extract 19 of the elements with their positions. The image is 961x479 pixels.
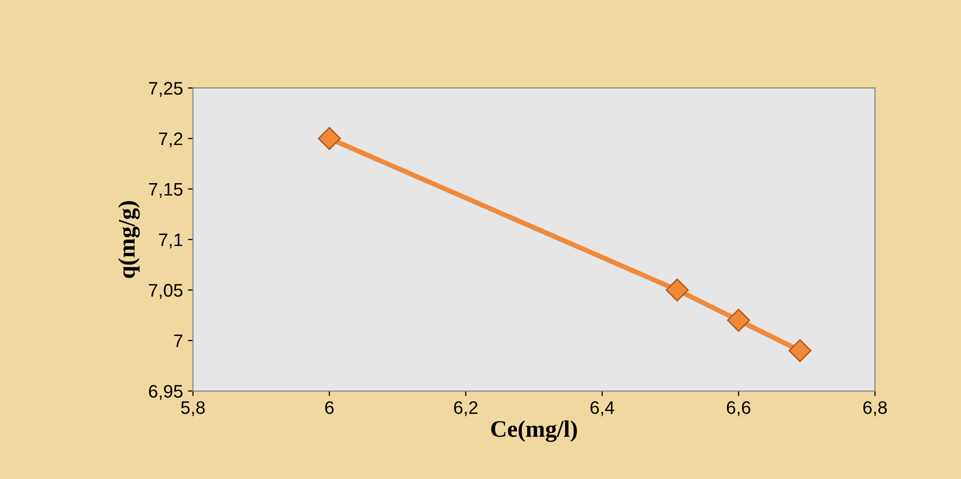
y-tick-label: 7,05 [149, 284, 182, 299]
y-tick-label: 7 [174, 334, 182, 348]
y-tick-label: 7,2 [159, 132, 182, 148]
y-tick-label: 7,15 [149, 183, 182, 198]
x-tick-label: 6 [325, 401, 334, 414]
x-tick-label: 6,8 [863, 401, 887, 416]
x-tick-label: 6,4 [590, 401, 614, 416]
point [666, 278, 689, 302]
point [727, 308, 750, 332]
y-tick-label: 7,1 [159, 234, 182, 248]
x-tick-label: 6,6 [726, 401, 750, 416]
x-axis-title: Ce(mg/l) [491, 420, 577, 442]
x-tick-label: 6,2 [454, 401, 478, 416]
y-tick-label: 6,95 [149, 384, 182, 400]
y-axis-title: q(mg/g) [118, 201, 140, 278]
y-tick-label: 7,25 [149, 82, 182, 97]
x-tick-label: 5,8 [181, 401, 205, 416]
point [788, 339, 812, 362]
point [318, 126, 341, 150]
